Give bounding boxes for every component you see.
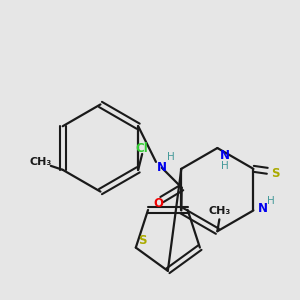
Text: Cl: Cl [136, 142, 148, 154]
Text: H: H [167, 152, 175, 162]
Text: N: N [157, 161, 167, 174]
Text: CH₃: CH₃ [30, 157, 52, 167]
Text: N: N [220, 149, 230, 162]
Text: S: S [138, 234, 146, 247]
Text: S: S [271, 167, 280, 180]
Text: H: H [267, 196, 275, 206]
Text: N: N [258, 202, 268, 215]
Text: O: O [153, 197, 163, 210]
Text: CH₃: CH₃ [208, 206, 230, 216]
Text: H: H [221, 161, 229, 171]
